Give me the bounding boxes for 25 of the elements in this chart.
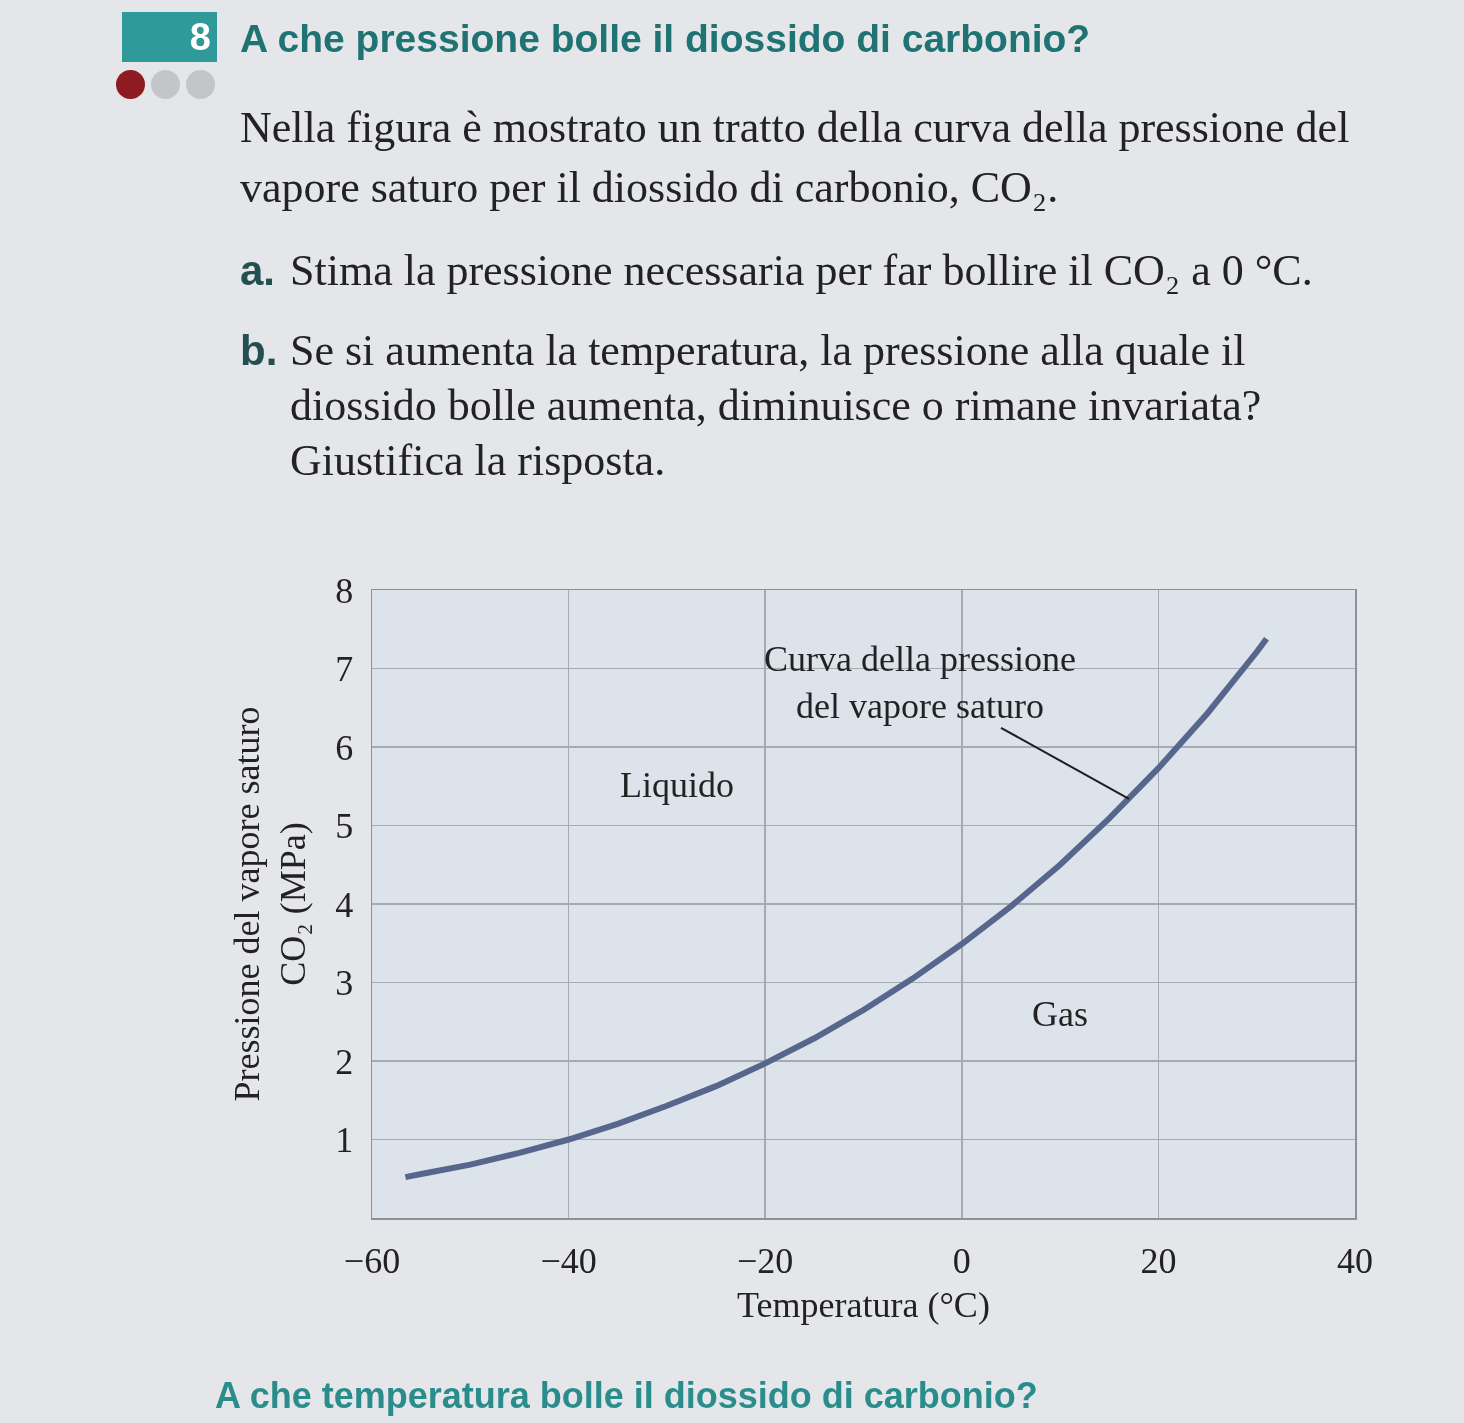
y-tick-label: 5 bbox=[335, 806, 354, 847]
y-tick-label: 4 bbox=[335, 884, 354, 925]
annotation: Gas bbox=[1032, 994, 1088, 1034]
x-tick-label: −60 bbox=[343, 1240, 401, 1281]
x-tick-label: −20 bbox=[737, 1240, 794, 1281]
text: 8 bbox=[122, 12, 217, 62]
chart-title: A che pressione bolle il diossido di carbonio? bbox=[240, 16, 1091, 62]
y-tick-label: 6 bbox=[335, 727, 354, 768]
y-tick-label: 7 bbox=[335, 649, 354, 690]
y-tick-label: 3 bbox=[335, 963, 354, 1004]
text: a. Stima la pressione necessaria per far bollire il CO₂ a 0 °C. bbox=[240, 246, 1313, 295]
y-tick-label: 1 bbox=[335, 1120, 354, 1161]
x-tick-label: −40 bbox=[540, 1240, 597, 1281]
y-tick-label: 2 bbox=[335, 1041, 354, 1082]
y-axis-title: Pressione del vapore saturo CO₂ (MPa) bbox=[226, 706, 314, 1102]
annotation: Curva della pressione del vapore saturo bbox=[764, 639, 1076, 726]
y-tick-label: 8 bbox=[335, 570, 354, 611]
text: b. Se si aumenta la temperatura, la pressione alla quale il diossido bolle aumenta, diminuisce o rimane invariata? Giustifica la risposta. bbox=[240, 326, 1262, 485]
x-tick-label: 20 bbox=[1140, 1240, 1177, 1281]
chart-subtitle: Nella figura è mostrato un tratto della curva della pressione del vapore saturo per il diossido di carbonio, CO₂. bbox=[240, 102, 1351, 214]
annotation: Liquido bbox=[620, 765, 734, 805]
x-axis-title: Temperatura (°C) bbox=[737, 1285, 990, 1326]
text: A che temperatura bolle il diossido di carbonio? bbox=[215, 1374, 1038, 1418]
x-tick-label: 0 bbox=[952, 1240, 971, 1281]
x-tick-label: 40 bbox=[1337, 1240, 1373, 1281]
